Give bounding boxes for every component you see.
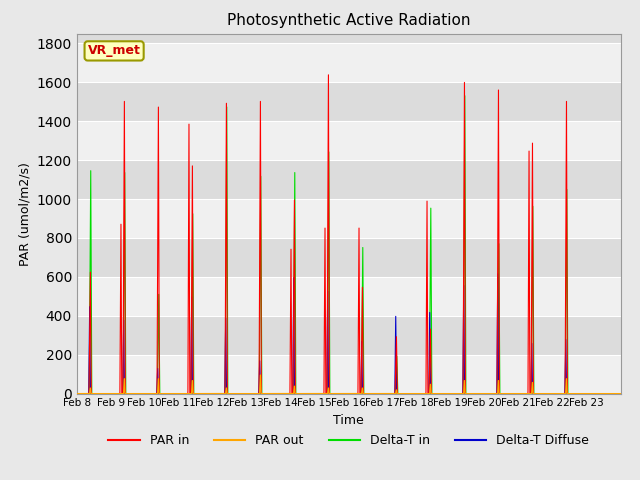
X-axis label: Time: Time xyxy=(333,414,364,427)
Bar xyxy=(77,355,621,394)
Bar xyxy=(77,82,621,121)
Text: VR_met: VR_met xyxy=(88,44,141,58)
Y-axis label: PAR (umol/m2/s): PAR (umol/m2/s) xyxy=(18,162,31,265)
Bar xyxy=(77,199,621,238)
Bar xyxy=(77,121,621,160)
Bar xyxy=(77,238,621,277)
Title: Photosynthetic Active Radiation: Photosynthetic Active Radiation xyxy=(227,13,470,28)
Legend: PAR in, PAR out, Delta-T in, Delta-T Diffuse: PAR in, PAR out, Delta-T in, Delta-T Dif… xyxy=(104,429,594,452)
Bar xyxy=(77,316,621,355)
Bar xyxy=(77,160,621,199)
Bar xyxy=(77,277,621,316)
Bar xyxy=(77,43,621,82)
